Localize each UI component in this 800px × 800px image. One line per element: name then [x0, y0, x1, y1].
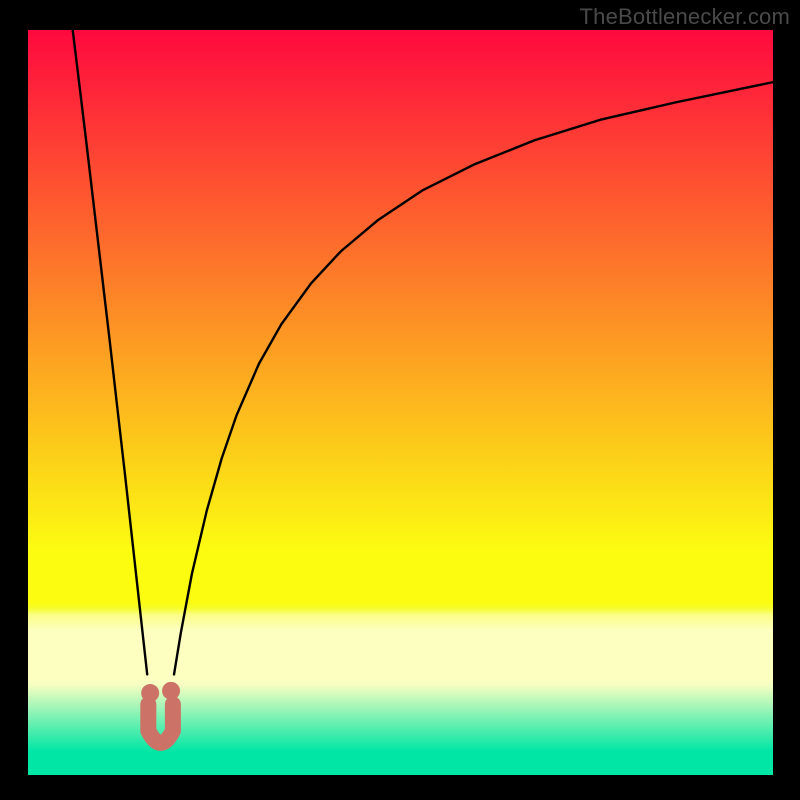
watermark-text: TheBottlenecker.com [580, 4, 790, 30]
dip-dot-0 [141, 684, 159, 702]
dip-u-shape [148, 704, 173, 743]
plot-area [28, 30, 773, 775]
curve-left-branch [73, 30, 148, 674]
chart-container: { "image": { "width": 800, "height": 800… [0, 0, 800, 800]
dip-dot-1 [162, 682, 180, 700]
curve-right-branch [174, 82, 773, 674]
dip-marker-group [141, 682, 180, 743]
curve-svg [28, 30, 773, 775]
